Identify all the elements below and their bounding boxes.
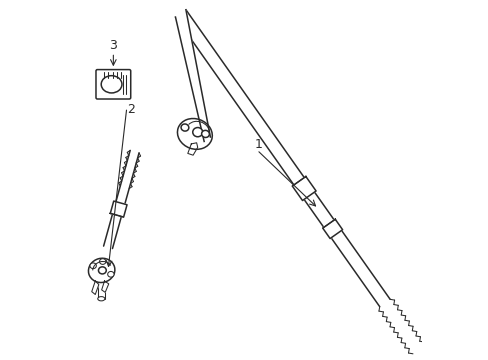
Polygon shape	[292, 176, 315, 201]
Ellipse shape	[177, 118, 212, 149]
Text: 2: 2	[127, 103, 135, 116]
Polygon shape	[102, 281, 108, 292]
Polygon shape	[92, 281, 99, 294]
Ellipse shape	[100, 259, 106, 264]
FancyBboxPatch shape	[96, 69, 130, 99]
Ellipse shape	[101, 76, 122, 93]
Ellipse shape	[98, 297, 104, 301]
Ellipse shape	[181, 124, 188, 131]
Polygon shape	[110, 201, 127, 217]
Polygon shape	[187, 143, 197, 155]
Ellipse shape	[88, 258, 115, 283]
Polygon shape	[175, 10, 210, 141]
Text: 3: 3	[109, 39, 117, 52]
Ellipse shape	[90, 263, 96, 269]
Text: 1: 1	[254, 138, 262, 151]
Ellipse shape	[201, 130, 209, 138]
Ellipse shape	[107, 271, 114, 277]
Ellipse shape	[98, 267, 106, 274]
Ellipse shape	[192, 127, 202, 137]
Polygon shape	[322, 219, 342, 239]
